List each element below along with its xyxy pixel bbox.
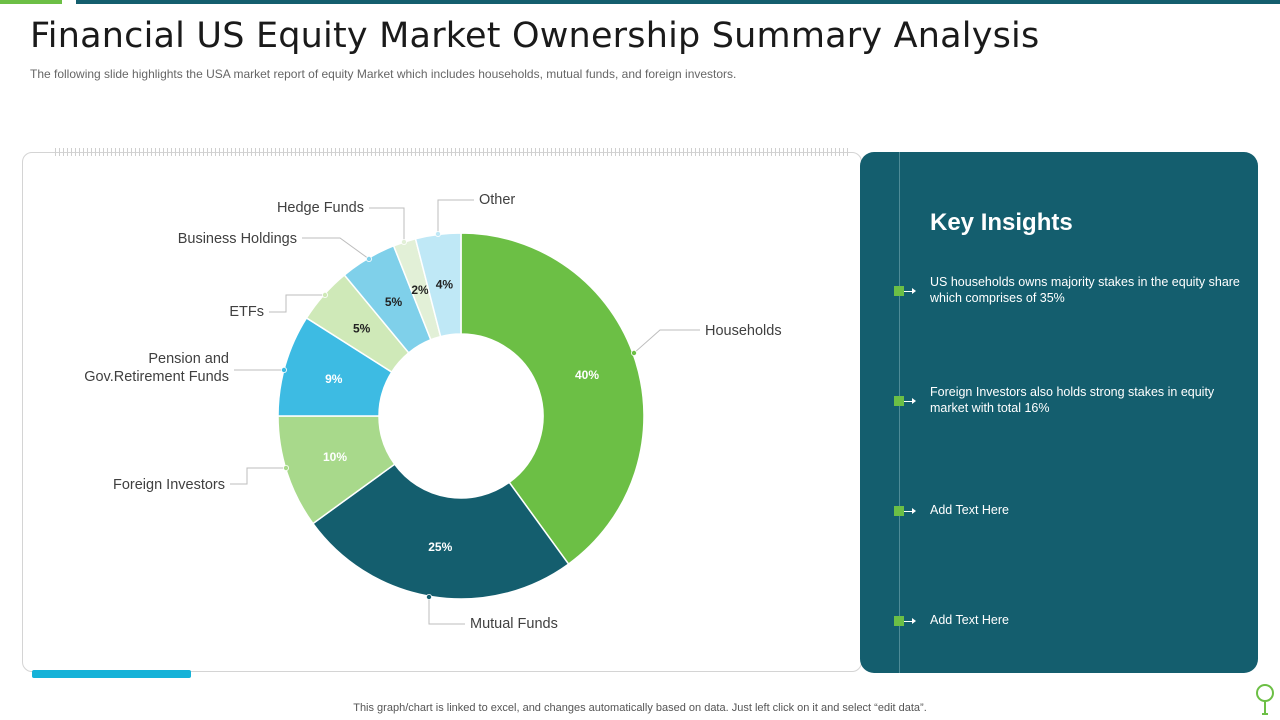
top-accent-green: [0, 0, 62, 4]
callout-line-other: [437, 199, 474, 234]
top-accent-teal: [76, 0, 1280, 4]
insight-marker-icon: [894, 616, 920, 626]
category-label-other: Other: [479, 192, 515, 208]
insights-timeline: [899, 152, 900, 673]
value-label-pension-and-gov-retirement-funds: 9%: [325, 372, 343, 386]
insight-text-1: US households owns majority stakes in th…: [930, 275, 1240, 305]
category-label-mutual-funds: Mutual Funds: [470, 616, 558, 632]
slice-households[interactable]: [460, 232, 645, 566]
value-label-foreign-investors: 10%: [323, 450, 347, 464]
callout-line-mutual-funds: [428, 597, 465, 625]
value-label-hedge-funds: 2%: [411, 283, 429, 297]
insight-text-3: Add Text Here: [930, 503, 1009, 517]
category-label-foreign-investors: Foreign Investors: [113, 477, 225, 493]
slice-mutual-funds[interactable]: [311, 463, 570, 600]
category-label-households: Households: [705, 323, 782, 339]
insights-title: Key Insights: [930, 209, 1073, 236]
callout-line-etfs: [269, 294, 325, 313]
callout-line-hedge-funds: [369, 207, 405, 242]
callout-dot-other: [434, 230, 441, 237]
callout-dot-foreign-investors: [282, 464, 289, 471]
lightbulb-icon: [1256, 684, 1274, 715]
page-subtitle: The following slide highlights the USA m…: [30, 67, 737, 81]
callout-dot-pension-and-gov-retirement-funds: [280, 366, 287, 373]
callout-line-foreign-investors: [230, 467, 286, 485]
callout-dot-mutual-funds: [425, 594, 432, 601]
insight-marker-icon: [894, 506, 920, 516]
value-label-mutual-funds: 25%: [428, 540, 452, 554]
donut-chart[interactable]: 40% Households 25% Mutual Funds 10% Foreign I…: [0, 0, 860, 720]
key-insights-panel: Key Insights US households owns majority…: [860, 152, 1258, 673]
category-label-etfs: ETFs: [229, 304, 264, 320]
callout-dot-households: [631, 349, 638, 356]
category-label-business-holdings: Business Holdings: [178, 231, 297, 247]
insight-marker-icon: [894, 286, 920, 296]
callout-line-business-holdings: [302, 237, 370, 260]
value-label-households: 40%: [575, 368, 599, 382]
value-label-etfs: 5%: [353, 321, 371, 335]
slice-other[interactable]: [414, 232, 462, 338]
page-title: Financial US Equity Market Ownership Sum…: [30, 16, 1040, 56]
callout-line-households: [633, 329, 700, 354]
blue-accent-bar: [32, 670, 191, 678]
insight-marker-icon: [894, 396, 920, 406]
value-label-other: 4%: [436, 278, 454, 292]
callout-dot-etfs: [321, 291, 328, 298]
insight-text-2: Foreign Investors also holds strong stak…: [930, 385, 1215, 415]
category-label-hedge-funds: Hedge Funds: [277, 200, 364, 216]
callout-dot-hedge-funds: [400, 238, 407, 245]
decorative-dash-strip: [55, 148, 850, 156]
insight-text-4: Add Text Here: [930, 613, 1009, 627]
value-label-business-holdings: 5%: [385, 295, 403, 309]
category-label-pension-and-gov-retirement-funds: Pension and Gov.Retirement Funds: [84, 351, 229, 385]
callout-dot-business-holdings: [365, 255, 372, 262]
footer-note: This graph/chart is linked to excel, and…: [353, 702, 927, 714]
